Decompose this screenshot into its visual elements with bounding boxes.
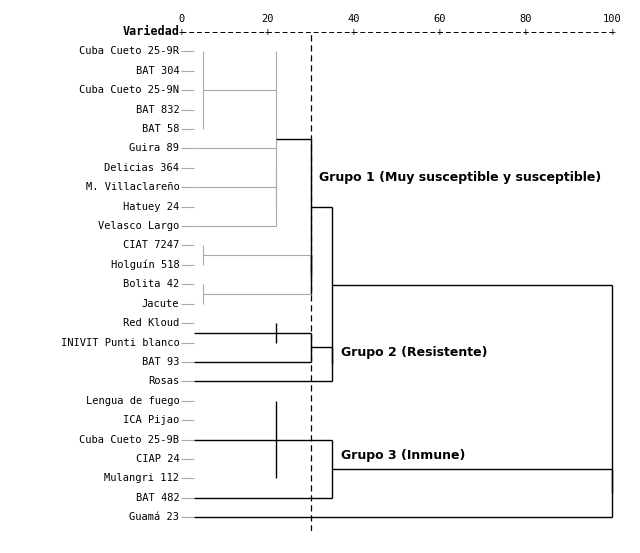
Text: BAT 93: BAT 93 xyxy=(142,357,179,367)
Text: +: + xyxy=(609,27,615,37)
Text: CIAP 24: CIAP 24 xyxy=(136,454,179,464)
Text: INIVIT Punti blanco: INIVIT Punti blanco xyxy=(61,337,179,347)
Text: ICA Pijao: ICA Pijao xyxy=(123,415,179,425)
Text: CIAT 7247: CIAT 7247 xyxy=(123,241,179,251)
Text: Cuba Cueto 25-9R: Cuba Cueto 25-9R xyxy=(79,46,179,56)
Text: +: + xyxy=(523,27,529,37)
Text: BAT 304: BAT 304 xyxy=(136,66,179,76)
Text: BAT 482: BAT 482 xyxy=(136,493,179,503)
Text: Grupo 3 (Inmune): Grupo 3 (Inmune) xyxy=(341,448,465,462)
Text: Variedad: Variedad xyxy=(122,25,179,38)
Text: Mulangri 112: Mulangri 112 xyxy=(104,473,179,483)
Text: BAT 58: BAT 58 xyxy=(142,124,179,134)
Text: +: + xyxy=(264,27,271,37)
Text: Holguín 518: Holguín 518 xyxy=(111,259,179,270)
Text: 0: 0 xyxy=(179,14,184,24)
Text: Guira 89: Guira 89 xyxy=(129,143,179,153)
Text: 60: 60 xyxy=(434,14,446,24)
Text: Bolita 42: Bolita 42 xyxy=(123,279,179,289)
Text: Cuba Cueto 25-9B: Cuba Cueto 25-9B xyxy=(79,435,179,445)
Text: M. Villaclareño: M. Villaclareño xyxy=(86,182,179,192)
Text: +: + xyxy=(351,27,356,37)
Text: 20: 20 xyxy=(261,14,274,24)
Text: 100: 100 xyxy=(603,14,621,24)
Text: Guamá 23: Guamá 23 xyxy=(129,512,179,522)
Text: Lengua de fuego: Lengua de fuego xyxy=(86,396,179,406)
Text: Red Kloud: Red Kloud xyxy=(123,318,179,328)
Text: Hatuey 24: Hatuey 24 xyxy=(123,202,179,212)
Text: Grupo 2 (Resistente): Grupo 2 (Resistente) xyxy=(341,346,487,359)
Text: Cuba Cueto 25-9N: Cuba Cueto 25-9N xyxy=(79,85,179,95)
Text: Grupo 1 (Muy susceptible y susceptible): Grupo 1 (Muy susceptible y susceptible) xyxy=(319,171,602,184)
Text: 40: 40 xyxy=(348,14,360,24)
Text: +: + xyxy=(179,27,184,37)
Text: Jacute: Jacute xyxy=(142,299,179,309)
Text: Velasco Largo: Velasco Largo xyxy=(98,221,179,231)
Text: Delicias 364: Delicias 364 xyxy=(104,163,179,173)
Text: 80: 80 xyxy=(520,14,532,24)
Text: BAT 832: BAT 832 xyxy=(136,105,179,114)
Text: Rosas: Rosas xyxy=(148,377,179,387)
Text: +: + xyxy=(437,27,443,37)
